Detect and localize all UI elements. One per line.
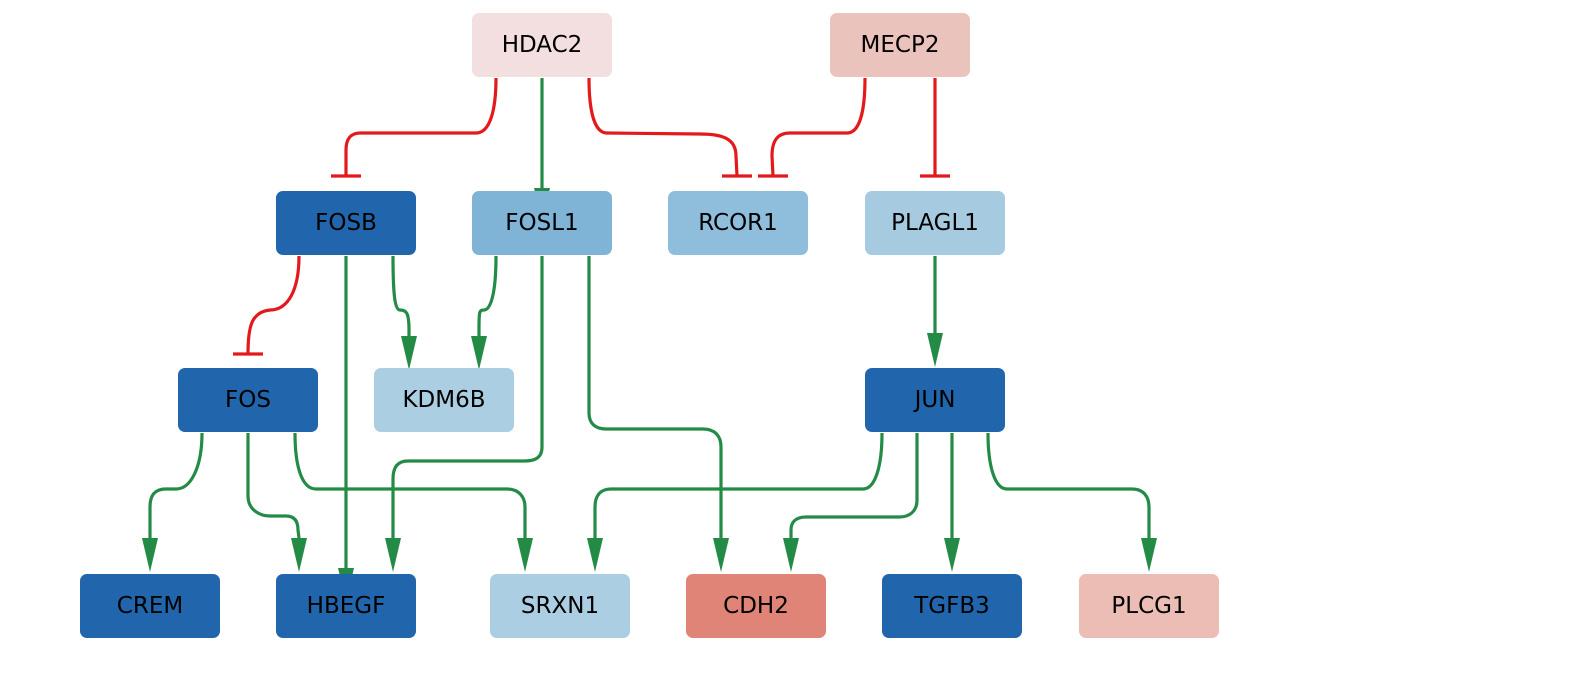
edge-fos-to-srxn1	[293, 432, 533, 572]
edge-jun-to-tgfb3	[944, 433, 960, 572]
node-plcg1: PLCG1	[1079, 574, 1219, 638]
node-box	[178, 368, 318, 432]
edge-line	[587, 256, 723, 538]
node-crem: CREM	[80, 574, 220, 638]
arrowhead	[927, 333, 943, 367]
node-label: MECP2	[861, 32, 940, 58]
node-kdm6b: KDM6B	[374, 368, 514, 432]
node-label: HBEGF	[307, 593, 386, 619]
edge-line	[789, 433, 919, 538]
arrowhead	[783, 538, 799, 572]
node-rcor1: RCOR1	[668, 191, 808, 255]
edge-hdac2-to-fosb	[331, 77, 498, 178]
node-label: HDAC2	[502, 32, 583, 58]
edge-line	[344, 77, 498, 176]
edge-line	[477, 255, 498, 336]
edge-fosl1-to-hbegf	[385, 256, 544, 572]
node-box	[882, 574, 1022, 638]
node-hdac2: HDAC2	[472, 13, 612, 77]
edge-fosb-to-hbegf	[338, 256, 354, 602]
arrowhead	[713, 538, 729, 572]
edge-line	[587, 77, 739, 177]
node-label: CREM	[117, 593, 183, 619]
edge-line	[391, 255, 411, 336]
edge-line	[293, 432, 527, 538]
node-srxn1: SRXN1	[490, 574, 630, 638]
node-label: FOSB	[315, 210, 377, 236]
arrowhead	[1141, 538, 1157, 572]
node-fos: FOS	[178, 368, 318, 432]
node-label: CDH2	[723, 593, 789, 619]
node-mecp2: MECP2	[830, 13, 970, 77]
edge-plagl1-to-jun	[927, 256, 943, 367]
node-box	[865, 368, 1005, 432]
node-plagl1: PLAGL1	[865, 191, 1005, 255]
node-jun: JUN	[865, 368, 1005, 432]
edge-line	[246, 433, 301, 539]
arrowhead	[291, 538, 307, 572]
edge-line	[770, 77, 867, 177]
arrowhead	[517, 538, 533, 572]
node-fosl1: FOSL1	[472, 191, 612, 255]
node-hbegf: HBEGF	[276, 574, 416, 638]
node-fosb: FOSB	[276, 191, 416, 255]
arrowhead	[944, 538, 960, 572]
node-label: TGFB3	[913, 593, 990, 619]
node-label: PLCG1	[1111, 593, 1186, 619]
node-label: JUN	[913, 387, 956, 413]
node-box	[472, 191, 612, 255]
node-box	[865, 191, 1005, 255]
edge-hdac2-to-rcor1	[587, 77, 752, 178]
edge-line	[148, 432, 204, 538]
edge-mecp2-to-plagl1	[920, 78, 950, 178]
node-box	[276, 574, 416, 638]
node-label: SRXN1	[521, 593, 599, 619]
edge-fosl1-to-kdm6b	[471, 255, 498, 370]
arrowhead	[385, 538, 401, 572]
arrowhead	[142, 538, 158, 572]
node-box	[80, 574, 220, 638]
edge-fos-to-hbegf	[246, 433, 307, 572]
edge-jun-to-plcg1	[986, 432, 1157, 572]
node-box	[830, 13, 970, 77]
arrowhead	[401, 336, 417, 370]
node-box	[374, 368, 514, 432]
edge-fos-to-crem	[142, 432, 204, 572]
node-box	[276, 191, 416, 255]
node-box	[1079, 574, 1219, 638]
edge-fosl1-to-cdh2	[587, 256, 729, 572]
node-tgfb3: TGFB3	[882, 574, 1022, 638]
node-label: FOSL1	[505, 210, 578, 236]
node-label: RCOR1	[698, 210, 778, 236]
arrowhead	[587, 538, 603, 572]
edge-line	[986, 432, 1151, 538]
edge-line	[391, 256, 544, 538]
edges-layer	[142, 77, 1157, 602]
edge-fosb-to-kdm6b	[391, 255, 417, 370]
arrowhead	[471, 336, 487, 370]
edge-jun-to-cdh2	[783, 433, 919, 572]
node-box	[686, 574, 826, 638]
node-label: KDM6B	[402, 387, 485, 413]
node-label: PLAGL1	[891, 210, 979, 236]
edge-line	[593, 432, 884, 538]
node-box	[668, 191, 808, 255]
nodes-layer: HDAC2 MECP2 FOSB FOSL1 RCOR1 PLAGL1 FOS KDM6B JU…	[80, 13, 1219, 638]
edge-fosb-to-fos	[233, 255, 301, 356]
node-cdh2: CDH2	[686, 574, 826, 638]
edge-mecp2-to-rcor1	[758, 77, 867, 178]
edge-jun-to-srxn1	[587, 432, 884, 572]
node-box	[490, 574, 630, 638]
node-label: FOS	[225, 387, 271, 413]
edge-line	[246, 255, 301, 355]
node-box	[472, 13, 612, 77]
